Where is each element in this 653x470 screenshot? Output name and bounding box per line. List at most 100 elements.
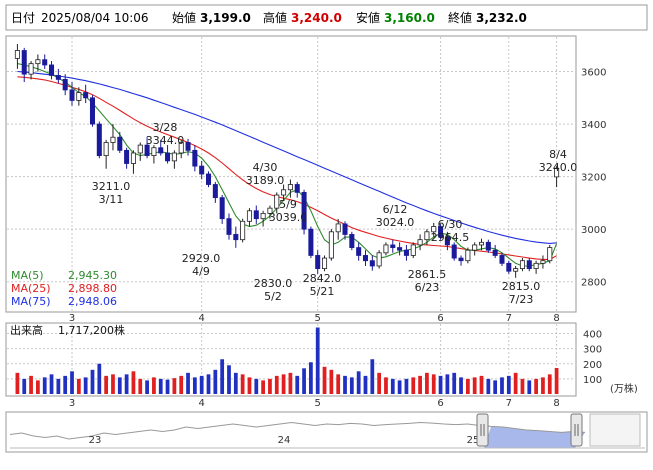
candle-body <box>444 236 450 246</box>
open-value: 3,199.0 <box>200 11 251 25</box>
volume-bar <box>479 375 484 394</box>
candle-body <box>253 210 259 220</box>
volume-bar <box>425 372 429 394</box>
navigator-right-handle[interactable] <box>570 413 583 447</box>
candle-body <box>424 231 430 241</box>
volume-bar <box>274 375 279 394</box>
volume-bar <box>111 374 115 394</box>
candle-body <box>431 226 437 233</box>
candle-body <box>492 249 498 256</box>
navigator-selected-area <box>484 426 585 448</box>
price-tick-label: 3000 <box>581 225 606 236</box>
candle-body <box>362 255 369 262</box>
candle-body <box>130 152 136 164</box>
ma25-legend-value: 2,898.80 <box>68 282 117 295</box>
volume-label-text: 出来高 <box>10 323 43 337</box>
candle-body <box>383 244 389 254</box>
annotation-low-line2: 5/2 <box>264 290 282 303</box>
volume-tick-label: 200 <box>583 360 602 371</box>
candle-body <box>315 255 321 269</box>
volume-bar <box>356 371 361 394</box>
volume-bar <box>322 366 327 394</box>
annotation-high-line2: 2964.5 <box>431 231 470 244</box>
month-label: 6 <box>437 313 443 324</box>
volume-bar <box>465 378 470 394</box>
navigator-year-label: 24 <box>278 435 291 446</box>
candle-body <box>281 189 287 196</box>
candle-body <box>274 194 280 209</box>
ma25-legend: MA(25) 2,898.80 <box>11 282 117 295</box>
month-axis-top: 3 4 5 6 7 8 <box>69 313 560 324</box>
moving-averages <box>17 63 558 267</box>
candle-body <box>356 247 362 256</box>
volume-bar <box>29 375 33 394</box>
month-label: 4 <box>199 313 205 324</box>
volume-value: 1,717,200株 <box>58 323 125 337</box>
volume-bar <box>206 374 211 394</box>
price-tick-label: 3600 <box>581 68 606 79</box>
navigator-left-handle[interactable] <box>476 413 489 447</box>
volume-bar <box>452 372 457 394</box>
annotation-low-line2: 5/21 <box>310 285 335 298</box>
volume-bars <box>15 327 559 394</box>
volume-bar <box>240 374 245 394</box>
volume-bar <box>15 372 20 394</box>
navigator-scroll-area[interactable] <box>589 413 641 447</box>
ma75-legend-label: MA(75) <box>11 295 51 308</box>
annotation-low-line1: 2861.5 <box>408 268 447 281</box>
volume-axis: 100 200 300 400 <box>583 330 602 386</box>
candle-body <box>554 167 560 178</box>
candle-body <box>124 149 130 164</box>
candle-body <box>410 244 416 256</box>
volume-bar <box>541 377 545 394</box>
month-label: 8 <box>553 313 559 324</box>
candle-body <box>55 75 61 80</box>
volume-bar <box>295 375 300 394</box>
candle-body <box>205 173 212 185</box>
candle-body <box>144 144 150 157</box>
candle-body <box>171 152 177 162</box>
volume-bar <box>500 377 504 394</box>
ma5-legend: MA(5) 2,945.30 <box>11 269 117 282</box>
volume-tick-label: 400 <box>583 330 602 341</box>
candle-body <box>117 136 123 151</box>
candle-body <box>240 220 246 241</box>
navigator-year-label: 25 <box>467 435 480 446</box>
candle-body <box>308 228 314 256</box>
month-label: 3 <box>69 398 75 409</box>
candle-body <box>165 152 171 162</box>
month-label: 7 <box>506 398 512 409</box>
volume-bar <box>227 365 231 394</box>
candle-body <box>478 241 485 246</box>
ma5-legend-label: MA(5) <box>11 269 44 282</box>
volume-bar <box>315 327 320 394</box>
volume-bar <box>36 380 40 394</box>
candle-body <box>35 59 41 65</box>
annotation-low-line2: 7/23 <box>509 293 534 306</box>
candle-body <box>540 260 546 264</box>
volume-bar <box>104 375 109 394</box>
candle-body <box>192 149 198 167</box>
month-label: 3 <box>69 313 75 324</box>
candle-body <box>451 244 457 259</box>
month-label: 6 <box>437 398 443 409</box>
volume-bar <box>343 375 347 394</box>
volume-bar <box>534 378 538 394</box>
annotation-high-line2: 3189.0 <box>246 174 285 187</box>
candle-body <box>267 207 273 214</box>
annotation-low-line1: 2830.0 <box>254 277 293 290</box>
volume-bar <box>261 380 265 394</box>
candle-body <box>294 184 300 193</box>
candle-body <box>83 92 89 99</box>
candle-body <box>287 184 293 191</box>
candle-body <box>103 142 109 157</box>
candle-body <box>42 59 48 66</box>
candle-body <box>547 247 553 262</box>
volume-bar <box>418 375 422 394</box>
candle-body <box>219 197 225 220</box>
month-axis-bottom: 3 4 5 6 7 8 <box>69 398 560 409</box>
volume-bar <box>520 378 525 394</box>
candle-body <box>137 144 143 154</box>
candle-body <box>328 231 334 259</box>
